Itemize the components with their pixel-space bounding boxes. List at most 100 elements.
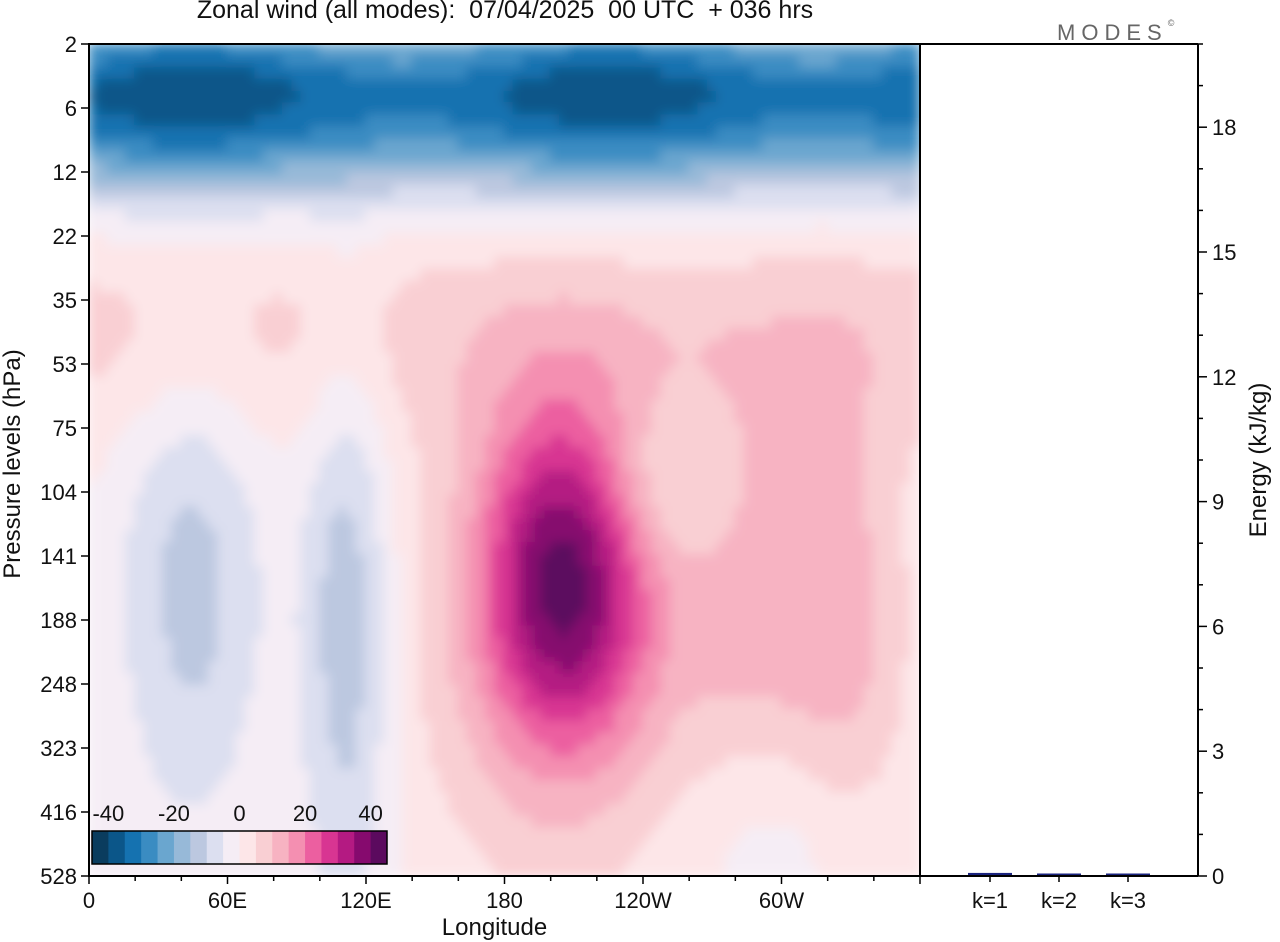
heatmap-cell bbox=[651, 435, 663, 450]
heatmap-cell bbox=[208, 66, 220, 81]
heatmap-cell bbox=[715, 506, 728, 521]
heatmap-cell bbox=[272, 352, 284, 366]
heatmap-cell bbox=[743, 245, 755, 259]
heatmap-cell bbox=[512, 328, 524, 343]
heatmap-cell bbox=[669, 542, 681, 557]
heatmap-cell bbox=[512, 138, 524, 152]
heatmap-cell bbox=[512, 435, 524, 450]
heatmap-cell bbox=[882, 589, 894, 604]
heatmap-cell bbox=[798, 506, 811, 521]
heatmap-cell bbox=[595, 399, 608, 414]
heatmap-cell bbox=[660, 661, 672, 675]
heatmap-cell bbox=[475, 280, 488, 295]
heatmap-cell bbox=[688, 506, 700, 521]
heatmap-cell bbox=[595, 554, 608, 568]
heatmap-cell bbox=[835, 209, 848, 224]
heatmap-cell bbox=[494, 268, 506, 283]
heatmap-cell bbox=[835, 78, 848, 93]
heatmap-cell bbox=[826, 221, 838, 236]
heatmap-cell bbox=[263, 209, 275, 224]
heatmap-cell bbox=[863, 149, 875, 164]
heatmap-cell bbox=[457, 470, 469, 485]
heatmap-cell bbox=[448, 256, 460, 271]
heatmap-cell bbox=[734, 316, 746, 331]
heatmap-cell bbox=[97, 459, 109, 473]
heatmap-cell bbox=[106, 435, 118, 450]
heatmap-cell bbox=[503, 565, 515, 580]
heatmap-cell bbox=[374, 387, 386, 402]
heatmap-cell bbox=[337, 518, 349, 533]
heatmap-cell bbox=[244, 411, 257, 426]
heatmap-cell bbox=[826, 613, 838, 628]
heatmap-cell bbox=[143, 601, 155, 616]
heatmap-cell bbox=[568, 375, 580, 390]
heatmap-cell bbox=[272, 518, 284, 533]
heatmap-cell bbox=[300, 185, 312, 200]
heatmap-cell bbox=[586, 102, 598, 117]
heatmap-cell bbox=[475, 577, 488, 592]
heatmap-cell bbox=[678, 435, 691, 450]
heatmap-cell bbox=[309, 435, 321, 450]
heatmap-cell bbox=[365, 161, 377, 176]
heatmap-cell bbox=[734, 684, 746, 699]
heatmap-cell bbox=[328, 399, 340, 414]
heatmap-cell bbox=[355, 54, 367, 69]
heatmap-cell bbox=[549, 447, 561, 461]
heatmap-cell bbox=[595, 185, 608, 200]
heatmap-cell bbox=[558, 470, 571, 485]
heatmap-cell bbox=[254, 530, 266, 545]
heatmap-cell bbox=[549, 435, 561, 450]
heatmap-cell bbox=[217, 530, 229, 545]
heatmap-cell bbox=[568, 292, 580, 307]
heatmap-cell bbox=[466, 470, 478, 485]
heatmap-cell bbox=[152, 375, 164, 390]
heatmap-cell bbox=[863, 304, 875, 319]
heatmap-cell bbox=[272, 696, 284, 711]
heatmap-cell bbox=[365, 696, 377, 711]
heatmap-cell bbox=[346, 494, 358, 509]
heatmap-cell bbox=[595, 363, 608, 378]
heatmap-cell bbox=[845, 233, 857, 248]
heatmap-cell bbox=[494, 138, 506, 152]
heatmap-cell bbox=[605, 221, 617, 236]
heatmap-cell bbox=[134, 637, 146, 652]
heatmap-cell bbox=[226, 672, 238, 687]
heatmap-cell bbox=[355, 138, 367, 152]
heatmap-cell bbox=[789, 589, 801, 604]
heatmap-cell bbox=[217, 696, 229, 711]
heatmap-cell bbox=[171, 90, 183, 105]
heatmap-cell bbox=[420, 565, 432, 580]
heatmap-cell bbox=[706, 209, 718, 224]
heatmap-cell bbox=[512, 447, 524, 461]
heatmap-cell bbox=[466, 233, 478, 248]
heatmap-cell bbox=[134, 411, 146, 426]
heatmap-cell bbox=[161, 292, 174, 307]
heatmap-cell bbox=[309, 44, 321, 57]
heatmap-cell bbox=[198, 649, 211, 664]
heatmap-cell bbox=[263, 423, 275, 438]
heatmap-cell bbox=[623, 530, 635, 545]
heatmap-cell bbox=[180, 256, 192, 271]
heatmap-cell bbox=[89, 577, 100, 592]
heatmap-cell bbox=[789, 126, 801, 141]
heatmap-cell bbox=[826, 138, 838, 152]
heatmap-cell bbox=[263, 542, 275, 557]
heatmap-cell bbox=[281, 173, 294, 188]
heatmap-cell bbox=[318, 399, 331, 414]
heatmap-cell bbox=[494, 494, 506, 509]
heatmap-cell bbox=[438, 316, 451, 331]
heatmap-cell bbox=[882, 506, 894, 521]
heatmap-cell bbox=[97, 292, 109, 307]
heatmap-cell bbox=[328, 221, 340, 236]
heatmap-cell bbox=[300, 197, 312, 212]
heatmap-cell bbox=[448, 482, 460, 497]
heatmap-cell bbox=[198, 280, 211, 295]
heatmap-cell bbox=[854, 78, 866, 93]
heatmap-cell bbox=[771, 399, 783, 414]
heatmap-cell bbox=[291, 482, 303, 497]
heatmap-cell bbox=[780, 530, 792, 545]
heatmap-cell bbox=[752, 102, 765, 117]
heatmap-cell bbox=[706, 375, 718, 390]
heatmap-cell bbox=[226, 66, 238, 81]
heatmap-cell bbox=[89, 637, 100, 652]
